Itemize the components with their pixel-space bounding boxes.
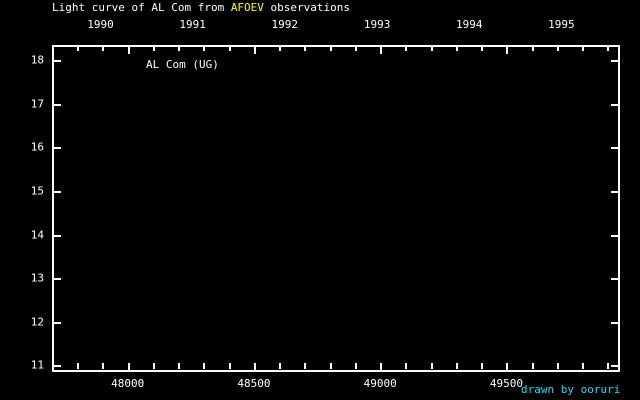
y-tick-left (52, 147, 61, 150)
x-tick-top-minor (152, 45, 155, 51)
year-label-1990: 1990 (87, 18, 114, 31)
x-tick-label-48500: 48500 (237, 377, 271, 390)
x-tick-bottom-minor (279, 363, 282, 369)
year-label-1992: 1992 (271, 18, 299, 31)
y-tick-left (52, 103, 61, 106)
year-label-1991: 1991 (179, 18, 206, 31)
credit-label: drawn by ooruri (521, 383, 621, 396)
x-tick-top-minor (405, 45, 408, 51)
x-tick-top-major (506, 45, 509, 54)
y-tick-right (611, 103, 620, 106)
title-suffix: observations (263, 1, 351, 14)
x-tick-top-minor (531, 45, 534, 51)
y-tick-left (52, 234, 61, 237)
series-legend-label: AL Com (UG) (146, 58, 219, 71)
y-tick-left (52, 191, 61, 194)
x-tick-bottom-minor (152, 363, 155, 369)
x-tick-top-minor (556, 45, 559, 51)
x-tick-label-49500: 49500 (489, 377, 523, 390)
y-tick-label-12: 12 (30, 315, 44, 329)
x-tick-label-49000: 49000 (363, 377, 397, 390)
x-tick-top-minor (102, 45, 105, 51)
x-tick-bottom-minor (228, 363, 231, 369)
x-tick-top-minor (430, 45, 433, 51)
x-tick-top-minor (279, 45, 282, 51)
y-tick-label-17: 17 (30, 97, 44, 111)
y-tick-right (611, 278, 620, 281)
x-tick-top-major (253, 45, 256, 54)
y-tick-left (52, 278, 61, 281)
page-title: Light curve of AL Com from AFOEV observa… (52, 1, 350, 14)
x-tick-top-minor (607, 45, 610, 51)
x-tick-bottom-minor (556, 363, 559, 369)
x-tick-bottom-major (127, 363, 130, 372)
x-tick-bottom-minor (304, 363, 307, 369)
y-tick-label-16: 16 (30, 140, 44, 154)
x-tick-bottom-minor (582, 363, 585, 369)
x-tick-top-major (380, 45, 383, 54)
y-tick-label-14: 14 (30, 228, 44, 242)
title-source-afoev: AFOEV (230, 1, 264, 14)
y-tick-right (611, 365, 620, 368)
x-tick-top-minor (354, 45, 357, 51)
x-tick-top-minor (228, 45, 231, 51)
y-tick-right (611, 60, 620, 63)
x-tick-bottom-minor (481, 363, 484, 369)
y-tick-left (52, 321, 61, 324)
x-tick-label-48000: 48000 (111, 377, 145, 390)
y-tick-right (611, 234, 620, 237)
title-prefix: Light curve of AL Com from (52, 1, 231, 14)
y-tick-left (52, 365, 61, 368)
y-tick-left (52, 60, 61, 63)
x-tick-top-minor (582, 45, 585, 51)
plot-frame (52, 45, 620, 372)
x-tick-top-major (127, 45, 130, 54)
x-tick-bottom-minor (607, 363, 610, 369)
y-tick-right (611, 191, 620, 194)
y-tick-right (611, 321, 620, 324)
y-tick-right (611, 147, 620, 150)
x-tick-bottom-minor (405, 363, 408, 369)
x-tick-bottom-major (380, 363, 383, 372)
x-tick-top-minor (304, 45, 307, 51)
x-tick-bottom-minor (102, 363, 105, 369)
x-tick-bottom-minor (203, 363, 206, 369)
x-tick-bottom-minor (178, 363, 181, 369)
y-tick-label-18: 18 (30, 53, 44, 67)
x-tick-top-minor (203, 45, 206, 51)
x-tick-bottom-minor (455, 363, 458, 369)
x-tick-bottom-minor (430, 363, 433, 369)
x-tick-bottom-minor (77, 363, 80, 369)
x-tick-top-minor (455, 45, 458, 51)
year-label-1993: 1993 (363, 18, 391, 31)
y-tick-label-15: 15 (30, 184, 44, 198)
x-tick-top-minor (481, 45, 484, 51)
x-tick-bottom-major (253, 363, 256, 372)
x-tick-bottom-minor (531, 363, 534, 369)
x-tick-top-minor (329, 45, 332, 51)
y-tick-label-13: 13 (30, 271, 44, 285)
year-label-1994: 1994 (456, 18, 483, 31)
x-tick-bottom-major (506, 363, 509, 372)
x-tick-top-minor (77, 45, 80, 51)
x-tick-top-minor (178, 45, 181, 51)
year-label-1995: 1995 (548, 18, 575, 31)
y-tick-label-11: 11 (30, 358, 44, 372)
x-tick-bottom-minor (354, 363, 357, 369)
x-tick-bottom-minor (329, 363, 332, 369)
